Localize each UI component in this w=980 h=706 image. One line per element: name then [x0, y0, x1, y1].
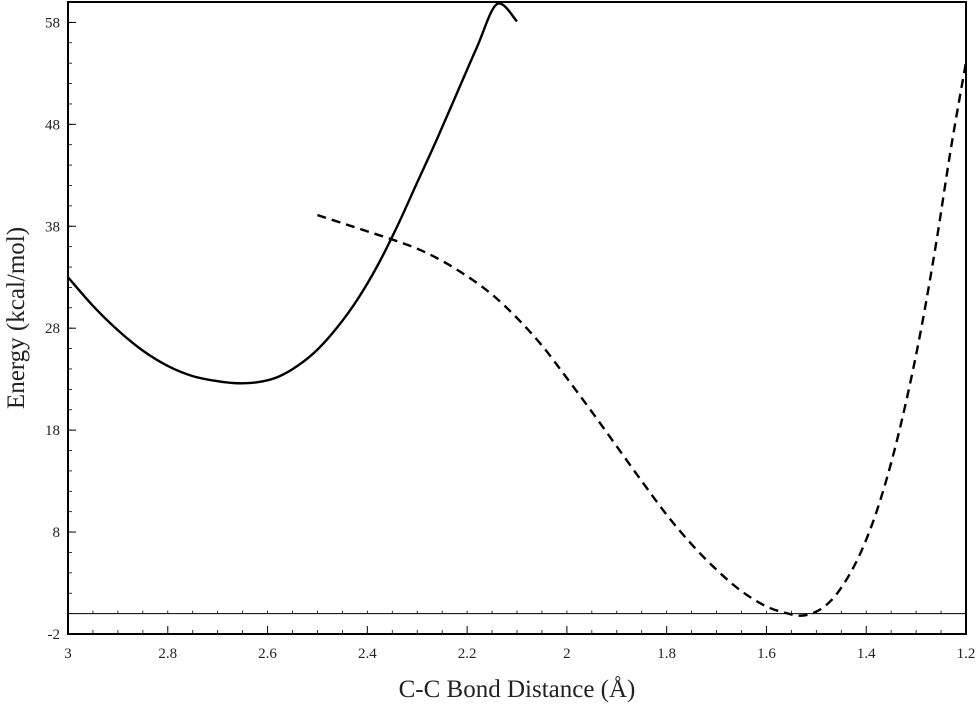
- y-tick-label: 8: [53, 525, 61, 541]
- y-tick-label: 38: [45, 219, 60, 235]
- y-tick-label: 18: [45, 423, 60, 439]
- x-tick-label: 2.4: [358, 646, 377, 662]
- x-axis-title: C-C Bond Distance (Å): [399, 676, 636, 703]
- y-tick-label: -2: [48, 627, 61, 643]
- x-tick-label: 2: [563, 646, 571, 662]
- y-axis-title: Energy (kcal/mol): [3, 227, 30, 409]
- y-tick-label: 28: [45, 321, 60, 337]
- x-tick-label: 1.2: [957, 646, 976, 662]
- x-tick-label: 3: [64, 646, 72, 662]
- x-tick-label: 2.6: [258, 646, 277, 662]
- x-tick-label: 1.4: [857, 646, 876, 662]
- solid-energy-curve: [67, 2, 518, 385]
- x-tick-label: 1.6: [757, 646, 776, 662]
- x-tick-label: 2.8: [158, 646, 177, 662]
- dashed-energy-curve: [317, 61, 968, 617]
- x-tick-label: 2.2: [458, 646, 477, 662]
- x-tick-label: 1.8: [657, 646, 676, 662]
- y-tick-label: 48: [45, 117, 60, 133]
- y-tick-label: 58: [45, 15, 60, 31]
